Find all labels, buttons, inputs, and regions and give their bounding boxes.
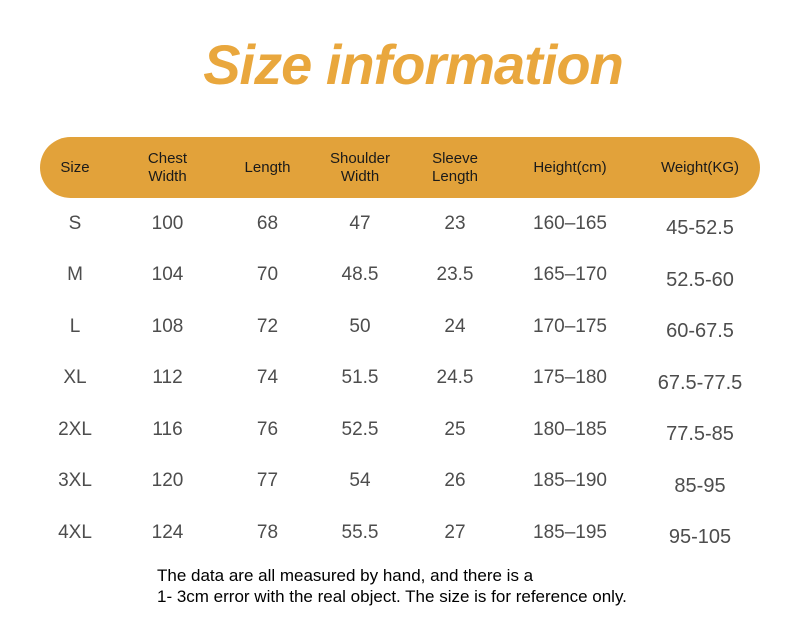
table-cell: 68 [256, 212, 279, 234]
table-row: L 108 72 50 24 170–175 60-67.5 [40, 301, 760, 353]
table-cell: 74 [256, 367, 279, 389]
table-header-row: Size Chest Width Length Shoulder Width S… [40, 137, 760, 198]
table-cell: 3XL [58, 470, 92, 492]
table-cell: 112 [152, 367, 183, 389]
table-cell: 124 [151, 521, 184, 543]
table-cell: 27 [444, 521, 466, 543]
table-cell: 100 [151, 212, 184, 234]
table-cell: 85-95 [674, 474, 726, 497]
table-cell: 24 [444, 315, 466, 337]
table-row: 4XL 124 78 55.5 27 185–195 95-105 [40, 507, 760, 559]
header-cell-height: Height(cm) [533, 158, 607, 176]
table-cell: 108 [151, 315, 184, 337]
table-cell: 116 [152, 418, 183, 440]
table-cell: 175–180 [533, 367, 607, 389]
table-cell: 45-52.5 [666, 217, 734, 240]
table-cell: 160–165 [533, 212, 607, 234]
disclaimer-note: The data are all measured by hand, and t… [157, 565, 627, 607]
table-cell: 52.5 [341, 418, 379, 440]
table-cell: 180–185 [533, 418, 607, 440]
table-cell: 23.5 [436, 264, 474, 286]
table-cell: 95-105 [668, 526, 732, 549]
table-cell: 26 [444, 470, 466, 492]
table-row: XL 112 74 51.5 24.5 175–180 67.5-77.5 [40, 353, 760, 405]
header-cell-sleeve-length: Sleeve Length [432, 149, 478, 185]
size-table: Size Chest Width Length Shoulder Width S… [40, 137, 760, 559]
table-cell: 60-67.5 [666, 320, 734, 343]
table-cell: 47 [349, 212, 371, 234]
table-cell: 51.5 [341, 367, 379, 389]
table-cell: 185–195 [533, 521, 607, 543]
table-cell: 23 [444, 212, 466, 234]
header-cell-chest-width: Chest Width [147, 149, 188, 185]
table-row: M 104 70 48.5 23.5 165–170 52.5-60 [40, 250, 760, 302]
table-cell: XL [63, 367, 87, 389]
disclaimer-line-2: 1- 3cm error with the real object. The s… [157, 587, 627, 606]
table-cell: 72 [256, 315, 279, 337]
table-row: S 100 68 47 23 160–165 45-52.5 [40, 198, 760, 250]
table-row: 2XL 116 76 52.5 25 180–185 77.5-85 [40, 404, 760, 456]
header-cell-weight: Weight(KG) [660, 158, 740, 176]
table-cell: 120 [151, 470, 184, 492]
table-cell: L [69, 315, 81, 337]
header-cell-size: Size [60, 158, 90, 176]
table-cell: 67.5-77.5 [657, 371, 743, 394]
table-cell: 77.5-85 [666, 423, 734, 446]
table-cell: 185–190 [533, 470, 607, 492]
table-cell: 2XL [58, 418, 92, 440]
table-cell: 165–170 [533, 264, 607, 286]
table-cell: 77 [256, 470, 279, 492]
table-cell: 50 [349, 315, 371, 337]
table-cell: 52.5-60 [666, 268, 734, 291]
header-cell-length: Length [244, 158, 291, 176]
table-cell: S [68, 212, 82, 234]
table-row: 3XL 120 77 54 26 185–190 85-95 [40, 456, 760, 508]
table-cell: 55.5 [341, 521, 379, 543]
table-cell: M [67, 264, 83, 286]
table-cell: 4XL [58, 521, 92, 543]
table-cell: 25 [444, 418, 466, 440]
table-cell: 78 [256, 521, 279, 543]
table-cell: 76 [256, 418, 279, 440]
table-cell: 104 [151, 264, 184, 286]
disclaimer-line-1: The data are all measured by hand, and t… [157, 566, 534, 585]
table-cell: 70 [256, 264, 279, 286]
table-cell: 48.5 [341, 264, 379, 286]
table-cell: 170–175 [533, 315, 607, 337]
header-cell-shoulder-width: Shoulder Width [329, 149, 391, 185]
table-cell: 54 [349, 470, 371, 492]
table-cell: 24.5 [436, 367, 474, 389]
page-title: Size information [203, 33, 624, 96]
